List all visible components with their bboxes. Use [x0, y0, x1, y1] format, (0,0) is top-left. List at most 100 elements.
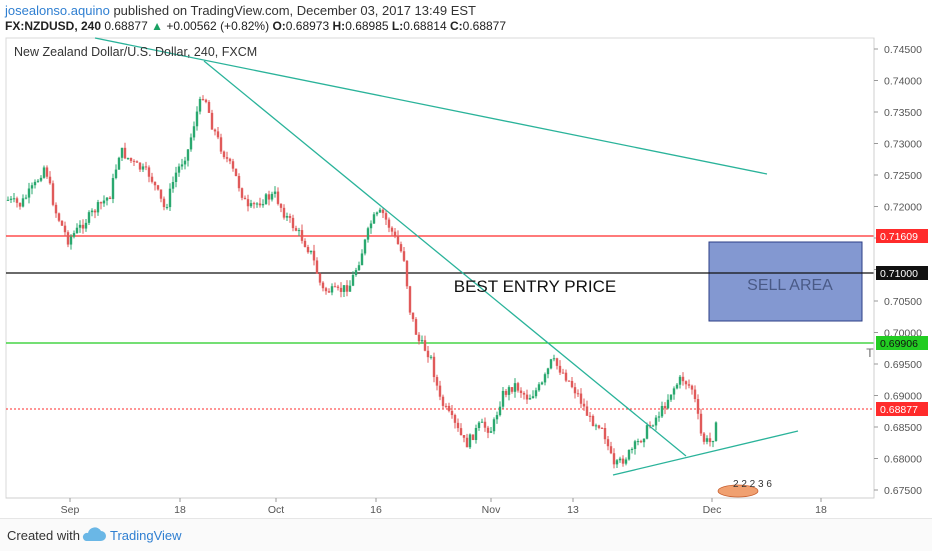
candle-body	[66, 232, 70, 245]
time-tick-label: Nov	[482, 504, 501, 516]
candle-body	[564, 372, 568, 381]
candle-body	[705, 438, 709, 442]
author-link[interactable]: josealonso.aquino	[5, 3, 110, 18]
candle-body	[201, 99, 205, 101]
candle-body	[600, 427, 604, 429]
candle-body	[456, 422, 460, 429]
candle-body	[312, 250, 316, 261]
low-value: 0.68814	[403, 19, 447, 33]
candle-body	[165, 207, 169, 209]
candle-body	[579, 393, 583, 404]
price-tick-label: 0.69000	[884, 391, 922, 403]
candle-body	[39, 177, 43, 181]
price-tick-label: 0.67500	[884, 485, 922, 497]
created-with-text: Created with	[7, 528, 80, 543]
candle-body	[21, 198, 25, 207]
candle-body	[279, 203, 283, 208]
candle-body	[27, 188, 31, 198]
high-value: 0.68985	[345, 19, 389, 33]
level-price-label: 0.68877	[880, 404, 918, 416]
candle-body	[48, 176, 52, 184]
candle-body	[708, 438, 712, 443]
candle-body	[348, 285, 352, 292]
candle-body	[186, 149, 190, 161]
candle-body	[237, 175, 241, 189]
candle-body	[117, 157, 121, 170]
time-axis[interactable]: Sep 18 Oct 16 Nov 13 Dec 18	[6, 497, 874, 516]
candle-body	[324, 288, 328, 292]
candle-body	[222, 151, 226, 158]
candle-body	[597, 425, 601, 428]
level-price-tag	[876, 402, 928, 416]
candle-body	[471, 434, 475, 440]
candle-body	[603, 427, 607, 440]
candle-body	[390, 227, 394, 232]
chart-area[interactable]: SELL AREA BEST ENTRY PRICE New Zealand D…	[0, 36, 932, 518]
candle-body	[522, 393, 526, 395]
candle-body	[207, 102, 211, 113]
candle-body	[153, 181, 157, 186]
candle-body	[459, 428, 463, 436]
tradingview-link[interactable]: TradingView	[110, 528, 182, 543]
candle-body	[180, 164, 184, 167]
candle-body	[75, 227, 79, 234]
published-text: published on TradingView.com, December 0…	[113, 3, 476, 18]
price-chart[interactable]: SELL AREA BEST ENTRY PRICE New Zealand D…	[0, 36, 932, 518]
candle-body	[468, 434, 472, 448]
candle-body	[711, 440, 715, 443]
long-trendline[interactable]	[94, 37, 768, 175]
candle-body	[651, 425, 655, 427]
candle-body	[57, 213, 61, 221]
candle-body	[399, 244, 403, 252]
candle-body	[234, 168, 238, 176]
candle-body	[612, 453, 616, 465]
candle-body	[120, 147, 124, 158]
candle-body	[126, 157, 130, 159]
candle-body	[567, 380, 571, 382]
candle-body	[33, 181, 37, 186]
candle-body	[96, 202, 100, 213]
candle-body	[189, 137, 193, 150]
candle-body	[552, 358, 556, 360]
candle-body	[492, 419, 496, 432]
candle-body	[78, 224, 82, 228]
sell-area-box[interactable]	[708, 241, 863, 322]
candle-body	[156, 185, 160, 190]
candle-body	[192, 126, 196, 138]
time-tick-label: 18	[815, 504, 827, 516]
candle-body	[135, 161, 139, 163]
candle-body	[321, 282, 325, 289]
candle-body	[297, 230, 301, 232]
candle-body	[123, 147, 127, 159]
candle-body	[414, 319, 418, 335]
level-price-tag	[876, 229, 928, 243]
price-tick-label: 0.72000	[884, 202, 922, 214]
candle-body	[420, 340, 424, 342]
candle-body	[531, 396, 535, 399]
economic-events-marker[interactable]: 2 2 2 3 6	[717, 479, 772, 498]
candle-body	[540, 382, 544, 385]
candle-body	[30, 185, 34, 189]
candle-body	[72, 233, 76, 237]
candle-body	[378, 209, 382, 213]
level-price-label: 0.69906	[880, 338, 918, 350]
ascending-trendline[interactable]	[612, 430, 799, 476]
candle-body	[645, 425, 649, 439]
candle-body	[336, 286, 340, 288]
candle-body	[702, 433, 706, 442]
candle-body	[63, 225, 67, 233]
price-tick-label: 0.68500	[884, 422, 922, 434]
candle-body	[24, 197, 28, 199]
candle-body	[489, 431, 493, 433]
candlestick-series	[6, 95, 718, 469]
candle-body	[546, 368, 550, 375]
time-tick-label: Sep	[61, 504, 80, 516]
candle-body	[402, 251, 406, 261]
descending-trendline[interactable]	[203, 60, 687, 457]
candle-body	[570, 380, 574, 388]
candle-body	[333, 286, 337, 288]
candle-body	[108, 197, 112, 199]
candle-body	[504, 390, 508, 395]
candle-body	[300, 230, 304, 241]
level-price-label: 0.71609	[880, 231, 918, 243]
